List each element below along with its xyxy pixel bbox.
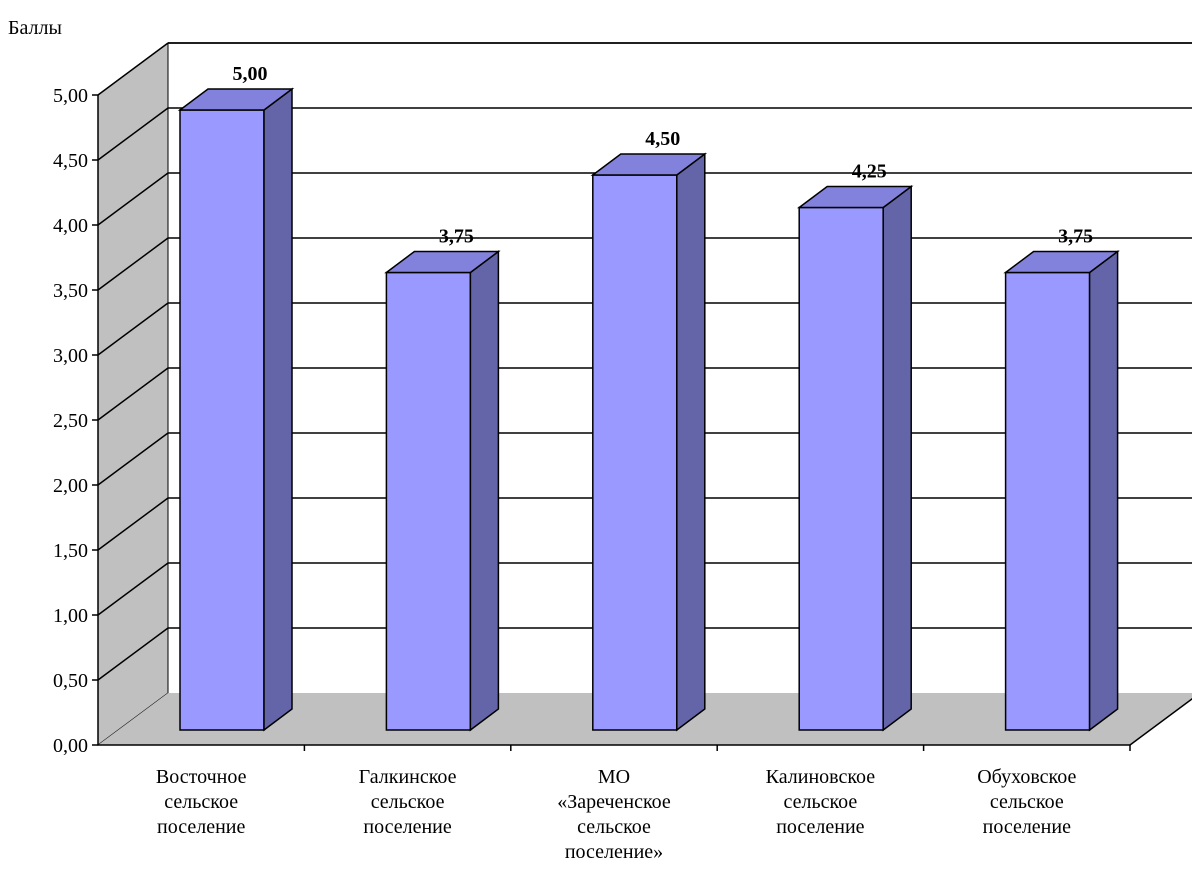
y-tick-label: 3,50 bbox=[53, 280, 88, 302]
axes: 0,00 0,50 1,00 1,50 2,00 2,50 3,00 3,50 4,00 4,50… bbox=[53, 85, 1131, 757]
x-tick-label: поселение bbox=[157, 816, 245, 838]
bar-side bbox=[469, 250, 500, 732]
bar-top bbox=[1003, 250, 1120, 274]
bar-side bbox=[676, 152, 706, 732]
y-tick-label: 1,50 bbox=[53, 540, 88, 562]
x-tick-label: Калиновское bbox=[766, 766, 876, 788]
data-label: 4,50 bbox=[645, 128, 680, 150]
y-tick-label: 0,00 bbox=[53, 735, 88, 757]
bar-top bbox=[590, 153, 708, 176]
gridline-diagonal bbox=[97, 627, 169, 681]
data-label: 3,75 bbox=[1058, 226, 1093, 248]
x-tick-label: поселение bbox=[363, 816, 451, 838]
x-tick-label: «Зареченское bbox=[557, 791, 671, 813]
gridline-diagonal bbox=[97, 107, 169, 161]
x-tick-label: сельское bbox=[577, 816, 651, 838]
gridline-diagonal bbox=[97, 497, 169, 551]
x-tick-label: Обуховское bbox=[977, 766, 1076, 788]
data-label: 3,75 bbox=[439, 226, 474, 248]
gridline-diagonal bbox=[97, 172, 169, 226]
x-tick-label: поселение bbox=[776, 816, 864, 838]
bar bbox=[1004, 271, 1091, 731]
bar-top bbox=[796, 185, 914, 209]
bar bbox=[385, 271, 472, 731]
x-tick-label: сельское bbox=[783, 791, 857, 813]
x-tick-label: МО bbox=[598, 766, 630, 788]
y-tick-label: 2,00 bbox=[53, 475, 88, 497]
data-label: 5,00 bbox=[233, 63, 268, 85]
gridline-diagonal bbox=[97, 302, 169, 356]
y-tick-label: 3,00 bbox=[53, 345, 88, 367]
x-tick-label: сельское bbox=[990, 791, 1064, 813]
bar-top bbox=[177, 88, 295, 111]
labels: 5,00 Восточное сельское поселение 3,75 Галкин… bbox=[156, 63, 1093, 863]
y-tick-label: 1,00 bbox=[53, 605, 88, 627]
x-tick-label: Галкинское bbox=[359, 766, 457, 788]
gridline-diagonal bbox=[97, 562, 169, 616]
y-tick-label: 4,00 bbox=[53, 215, 88, 237]
y-tick-label: 4,50 bbox=[53, 150, 88, 172]
gridline-diagonal bbox=[97, 367, 169, 421]
gridline-diagonal bbox=[97, 432, 169, 486]
gridline-diagonal bbox=[97, 237, 169, 291]
y-tick-label: 5,00 bbox=[53, 85, 88, 107]
data-label: 4,25 bbox=[852, 161, 887, 183]
gridline-diagonal bbox=[97, 42, 169, 96]
bar bbox=[798, 206, 884, 731]
bars bbox=[177, 87, 1120, 732]
y-tick-label: 2,50 bbox=[53, 410, 88, 432]
x-tick-label: поселение bbox=[983, 816, 1071, 838]
x-tick-label: сельское bbox=[371, 791, 445, 813]
x-tick-label: Восточное bbox=[156, 766, 247, 788]
x-tick-label: сельское bbox=[164, 791, 238, 813]
bar-side bbox=[263, 87, 293, 732]
bar-side bbox=[882, 185, 912, 732]
y-tick-label: 0,50 bbox=[53, 670, 88, 692]
bar bbox=[179, 109, 265, 731]
floor-right-edge bbox=[1129, 698, 1192, 746]
x-tick-label: поселение» bbox=[565, 841, 663, 863]
bar bbox=[592, 174, 678, 731]
y-axis-title: Баллы bbox=[8, 17, 62, 39]
bar-side bbox=[1088, 250, 1119, 732]
bar-top bbox=[384, 250, 501, 274]
